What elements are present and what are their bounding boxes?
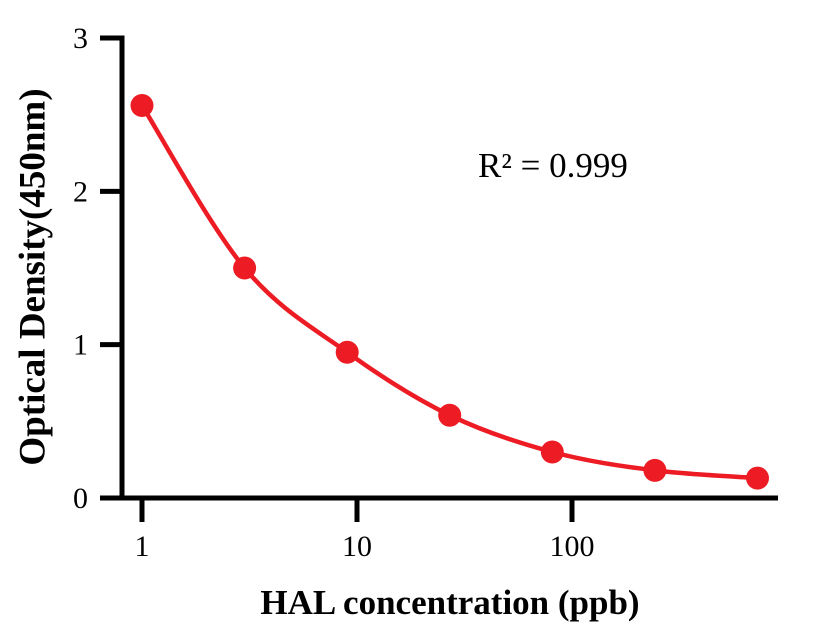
data-point: [746, 466, 769, 490]
y-axis-title: Optical Density(450nm): [12, 88, 54, 466]
x-tick-label: 100: [550, 530, 595, 563]
r-squared-annotation: R² = 0.999: [478, 146, 628, 185]
y-tick-label: 0: [73, 482, 88, 515]
x-axis-title: HAL concentration (ppb): [260, 583, 640, 622]
y-tick-label: 3: [73, 22, 88, 55]
data-point: [438, 403, 462, 427]
data-point: [540, 440, 564, 464]
data-point: [335, 340, 359, 364]
y-tick-label: 2: [73, 175, 88, 208]
data-point: [233, 256, 257, 280]
data-point: [130, 94, 154, 117]
x-tick-label: 1: [135, 530, 150, 563]
data-point: [643, 458, 667, 482]
y-tick-label: 1: [73, 329, 88, 362]
x-tick-label: 10: [342, 530, 372, 563]
